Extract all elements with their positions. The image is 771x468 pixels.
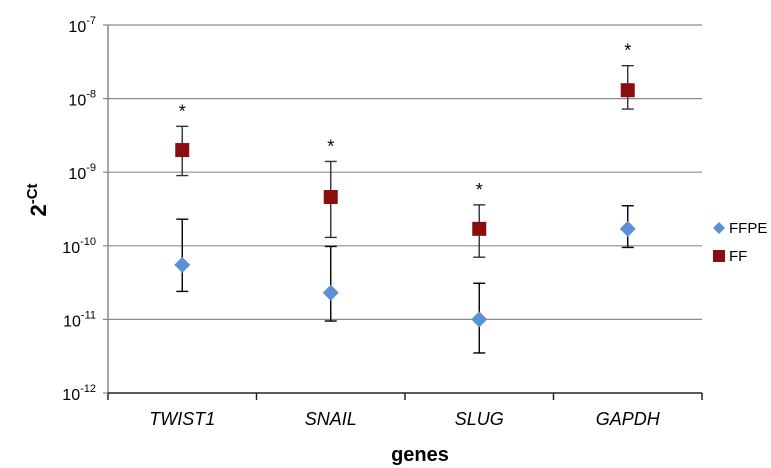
y-tick-base: 10 — [62, 240, 80, 257]
y-tick-base: 10 — [63, 313, 81, 330]
ff-point — [175, 143, 190, 158]
legend-marker-ff — [713, 250, 725, 262]
y-axis-title-base: 2 — [26, 204, 51, 216]
x-axis-category-labels: TWIST1 SNAIL SLUG GAPDH — [149, 409, 661, 429]
legend-label: FF — [729, 248, 747, 265]
y-axis-title-exponent: -Ct — [24, 183, 41, 204]
error-bar — [176, 218, 189, 293]
y-tick-label: 10-12 — [62, 383, 96, 404]
significance-annotations: * * * * — [179, 41, 632, 200]
data-markers — [174, 83, 636, 328]
y-tick-exponent: -11 — [81, 309, 96, 321]
legend-item: FFPE — [713, 220, 767, 237]
y-tick-label: 10-8 — [68, 89, 96, 110]
ffpe-point — [471, 311, 488, 328]
x-category-label: TWIST1 — [149, 409, 215, 429]
legend-marker-ffpe — [713, 222, 725, 234]
ff-point — [472, 221, 487, 236]
y-tick-base: 10 — [62, 387, 80, 404]
significance-star: * — [476, 180, 483, 200]
x-category-label: GAPDH — [596, 409, 661, 429]
y-tick-label: 10-9 — [68, 162, 96, 183]
y-tick-base: 10 — [68, 93, 86, 110]
ff-point — [620, 83, 635, 98]
y-tick-label: 10-10 — [62, 236, 96, 257]
y-tick-exponent: -10 — [80, 236, 96, 248]
y-tick-exponent: -8 — [86, 89, 96, 101]
significance-star: * — [179, 101, 186, 121]
x-category-label: SNAIL — [305, 409, 357, 429]
ffpe-point — [322, 284, 339, 301]
y-tick-exponent: -9 — [86, 162, 96, 174]
y-tick-label: 10-7 — [68, 15, 96, 36]
axes — [103, 24, 703, 400]
ffpe-point — [174, 256, 191, 273]
ffpe-point — [619, 220, 636, 237]
y-axis-title: 2-Ct — [24, 183, 51, 216]
y-tick-exponent: -12 — [80, 383, 96, 395]
x-category-label: SLUG — [455, 409, 504, 429]
x-axis-title: genes — [391, 444, 449, 466]
legend-label: FFPE — [729, 220, 767, 237]
gridlines — [108, 24, 702, 320]
significance-star: * — [624, 41, 631, 61]
error-bars — [176, 64, 634, 354]
y-tick-label: 10-11 — [63, 309, 96, 330]
y-tick-base: 10 — [68, 166, 86, 183]
y-tick-exponent: -7 — [86, 15, 96, 27]
ff-point — [323, 190, 338, 205]
y-tick-base: 10 — [68, 19, 86, 36]
legend-item: FF — [713, 248, 747, 265]
error-bar — [324, 245, 337, 322]
legend: FFPE FF — [713, 220, 767, 265]
significance-star: * — [327, 136, 334, 156]
